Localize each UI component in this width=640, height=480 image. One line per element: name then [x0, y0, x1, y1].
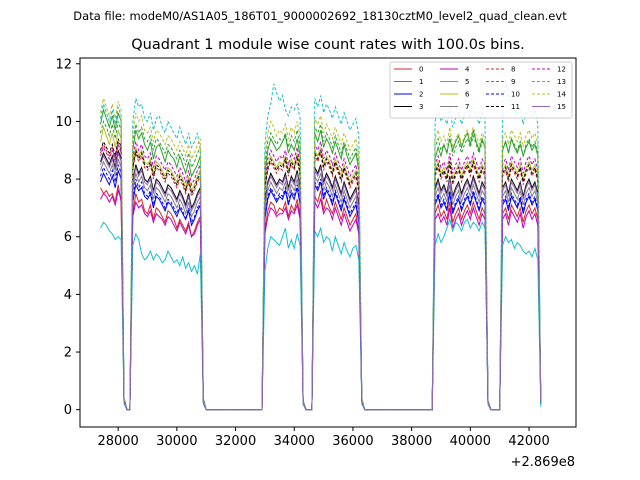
- y-tick-label: 12: [55, 57, 72, 72]
- plot-area: [100, 81, 542, 411]
- y-tick-label: 2: [64, 346, 72, 361]
- legend-label-7: 7: [465, 103, 469, 111]
- legend-label-9: 9: [511, 78, 515, 86]
- x-tick-label: 30000: [156, 434, 197, 449]
- x-tick-label: 28000: [97, 434, 138, 449]
- legend-label-11: 11: [511, 103, 520, 111]
- series-line-5: [100, 217, 542, 411]
- y-tick-label: 4: [64, 288, 72, 303]
- axes-frame: [79, 57, 577, 428]
- legend-label-15: 15: [557, 103, 566, 111]
- y-axis: 0 2 4 6 8 10 12: [55, 57, 80, 418]
- x-offset-label: +2.869e8: [511, 455, 575, 470]
- y-tick-label: 8: [64, 173, 72, 188]
- chart-title: Quadrant 1 module wise count rates with …: [131, 37, 525, 53]
- legend-label-3: 3: [419, 103, 423, 111]
- x-tick-label: 34000: [274, 434, 315, 449]
- x-tick-label: 32000: [215, 434, 256, 449]
- legend-label-1: 1: [419, 78, 423, 86]
- x-tick-label: 36000: [332, 434, 373, 449]
- y-tick-label: 10: [55, 115, 72, 130]
- legend-label-13: 13: [557, 78, 566, 86]
- y-tick-label: 6: [64, 230, 72, 245]
- legend-label-10: 10: [511, 91, 520, 99]
- x-tick-label: 38000: [391, 434, 432, 449]
- legend-label-5: 5: [465, 78, 469, 86]
- figure-suptitle: Data file: modeM0/AS1A05_186T01_90000026…: [73, 9, 567, 23]
- series-line-15: [100, 152, 542, 411]
- legend-label-12: 12: [557, 66, 566, 74]
- legend-label-14: 14: [557, 91, 566, 99]
- x-axis: 28000 30000 32000 34000 36000 38000 40000 42000: [97, 427, 550, 449]
- legend-label-2: 2: [419, 91, 423, 99]
- legend-label-0: 0: [419, 66, 423, 74]
- legend-label-8: 8: [511, 66, 515, 74]
- legend-label-6: 6: [465, 91, 470, 99]
- legend-box: [389, 61, 573, 119]
- y-tick-label: 0: [64, 403, 72, 418]
- x-tick-label: 40000: [450, 434, 491, 449]
- x-tick-label: 42000: [508, 434, 549, 449]
- legend-label-4: 4: [465, 66, 470, 74]
- series-line-0: [100, 184, 542, 411]
